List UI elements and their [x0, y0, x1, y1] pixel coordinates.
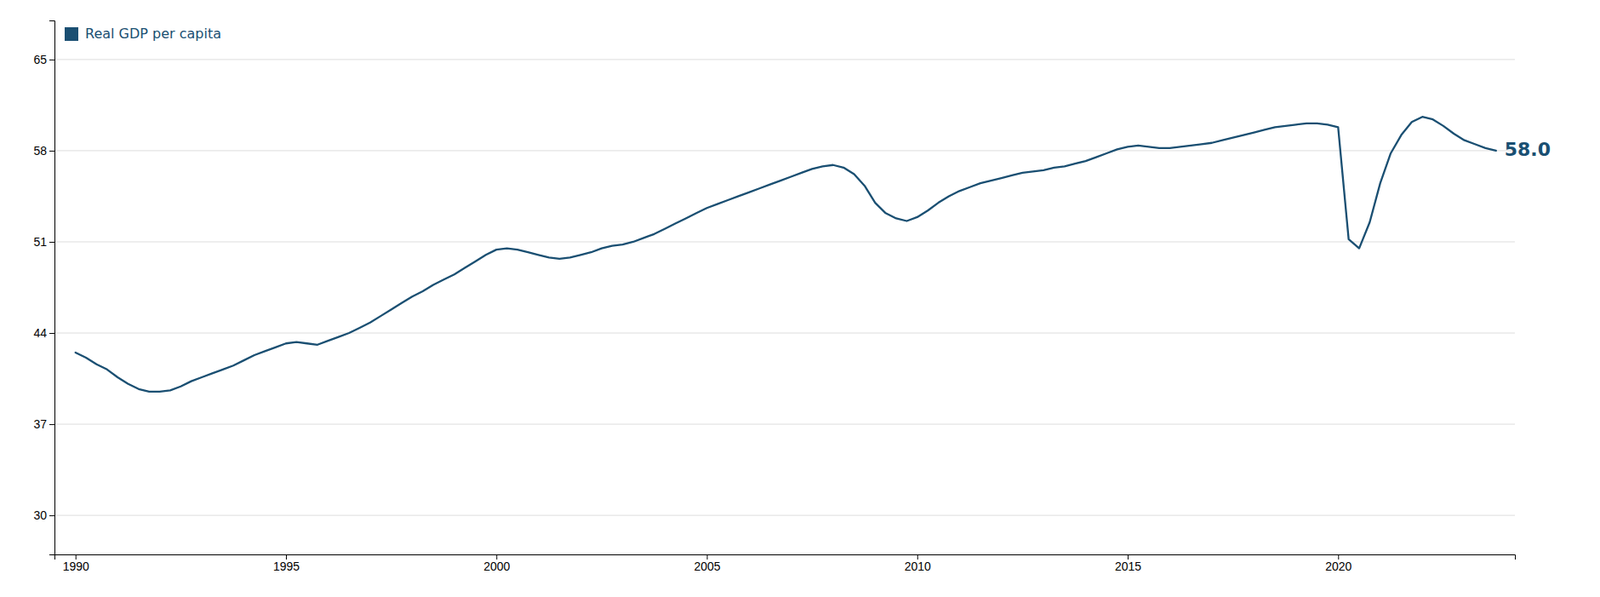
tick-label: 65 — [33, 52, 47, 67]
tick-label: 37 — [33, 417, 47, 431]
chart: 1990 1995 2000 2005 2010 2015 2020 30 37 44 51 58 65… — [0, 0, 1600, 597]
tick: 30 — [33, 508, 55, 522]
legend: Real GDP per capita — [64, 25, 222, 42]
tick: 51 — [33, 234, 55, 249]
tick: 58 — [33, 143, 55, 158]
tick: 65 — [33, 52, 55, 67]
tick: 1995 — [273, 554, 300, 573]
tick: 2000 — [483, 554, 510, 573]
grid — [54, 59, 1515, 515]
grid-line — [54, 149, 1515, 151]
tick: 2020 — [1325, 554, 1352, 573]
grid-line — [54, 514, 1515, 516]
tick-mark — [49, 514, 55, 516]
marks — [75, 116, 1497, 392]
grid-line — [54, 332, 1515, 334]
tick-mark — [49, 423, 55, 425]
tick-mark — [49, 332, 55, 334]
tick-label: 1990 — [62, 559, 90, 573]
tick: 1990 — [62, 554, 90, 573]
legend-item: Real GDP per capita — [64, 25, 222, 42]
axis-line — [49, 21, 56, 555]
x-axis: 1990 1995 2000 2005 2010 2015 2020 — [55, 554, 1516, 573]
tick-mark — [49, 59, 55, 61]
grid-line — [54, 423, 1515, 425]
tick: 44 — [33, 325, 55, 340]
tick-label: 51 — [33, 234, 47, 249]
annotations: 58.0 — [1504, 138, 1551, 160]
tick-label: 2000 — [483, 559, 510, 573]
tick-label: 1995 — [273, 559, 300, 573]
tick: 2015 — [1114, 554, 1142, 573]
tick: 2005 — [693, 554, 720, 573]
legend-swatch — [64, 27, 79, 41]
tick-label: 2010 — [904, 559, 932, 573]
tick: 2010 — [904, 554, 932, 573]
annotation: 58.0 — [1504, 138, 1551, 160]
y-axis: 30 37 44 51 58 65 — [33, 21, 55, 555]
tick-mark — [49, 241, 55, 243]
line — [75, 116, 1497, 392]
tick-label: 2005 — [693, 559, 720, 573]
tick-label: 2015 — [1114, 559, 1142, 573]
tick-label: 2020 — [1325, 559, 1352, 573]
tick-mark — [49, 150, 55, 152]
grid-line — [54, 240, 1515, 242]
tick-label: 44 — [33, 325, 47, 340]
tick-label: 58 — [33, 143, 47, 158]
tick-label: 30 — [33, 508, 47, 522]
legend-label: Real GDP per capita — [85, 25, 222, 42]
plot: 1990 1995 2000 2005 2010 2015 2020 30 37 44 51 58 65… — [33, 21, 1551, 573]
grid-line — [54, 58, 1515, 60]
tick: 37 — [33, 417, 55, 431]
